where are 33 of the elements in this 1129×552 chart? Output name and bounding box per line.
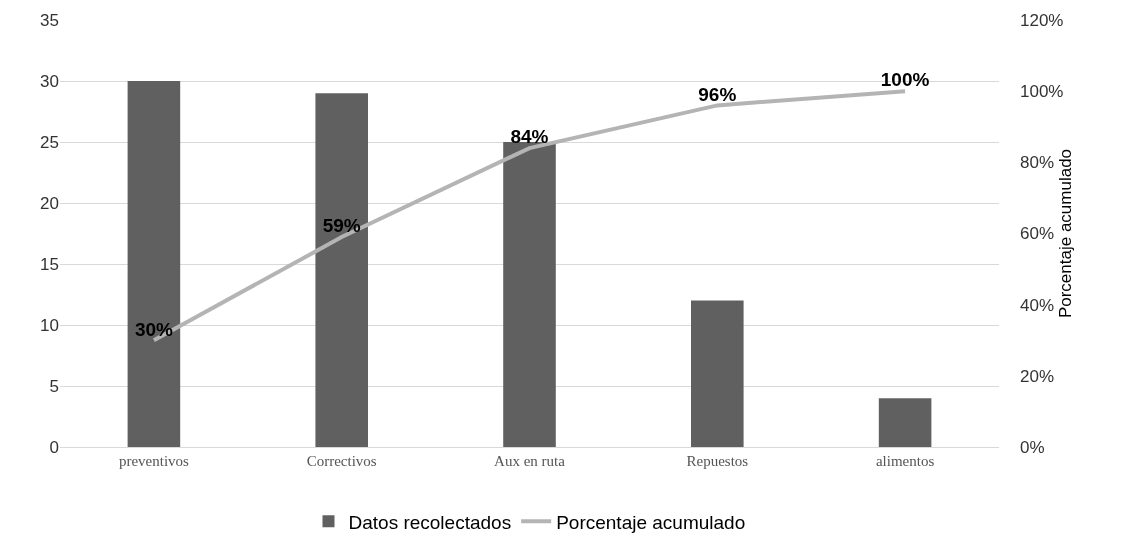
y-tick-label: 15 xyxy=(40,254,59,274)
legend-label: Datos recolectados xyxy=(348,511,512,533)
y-tick-label: 0 xyxy=(49,437,59,457)
y-tick-label: 35 xyxy=(40,10,59,30)
bar xyxy=(503,142,556,447)
x-tick-label: preventivos xyxy=(118,453,190,469)
data-label: 59% xyxy=(322,215,361,237)
y-tick-label: 20 xyxy=(40,193,59,213)
y-tick-label: 5 xyxy=(49,376,59,396)
y2-tick-label: 80% xyxy=(1020,153,1055,173)
y2-tick-label: 20% xyxy=(1020,366,1055,386)
bar xyxy=(315,93,368,447)
bar xyxy=(127,81,181,447)
data-label: 100% xyxy=(880,69,930,91)
x-tick-label: Repuestos xyxy=(686,453,749,469)
legend-label: Porcentaje acumulado xyxy=(556,511,746,533)
y2-tick-label: 0% xyxy=(1020,437,1045,457)
y2-tick-label: 60% xyxy=(1020,224,1055,244)
y2-axis-title: Porcentaje acumulado xyxy=(1056,148,1076,319)
y2-tick-label: 40% xyxy=(1020,295,1055,315)
data-label: 30% xyxy=(134,318,174,340)
y-tick-label: 10 xyxy=(40,315,59,335)
data-label: 96% xyxy=(698,83,737,105)
data-label: 84% xyxy=(510,126,549,148)
x-tick-label: Aux en ruta xyxy=(494,453,566,469)
x-tick-label: alimentos xyxy=(875,453,935,469)
y2-tick-label: 120% xyxy=(1020,10,1064,30)
bar xyxy=(691,300,744,447)
bar xyxy=(878,398,932,447)
y-tick-label: 30 xyxy=(40,71,59,91)
y-tick-label: 25 xyxy=(40,132,59,152)
x-tick-label: Correctivos xyxy=(306,453,377,469)
y2-tick-label: 100% xyxy=(1020,82,1064,102)
